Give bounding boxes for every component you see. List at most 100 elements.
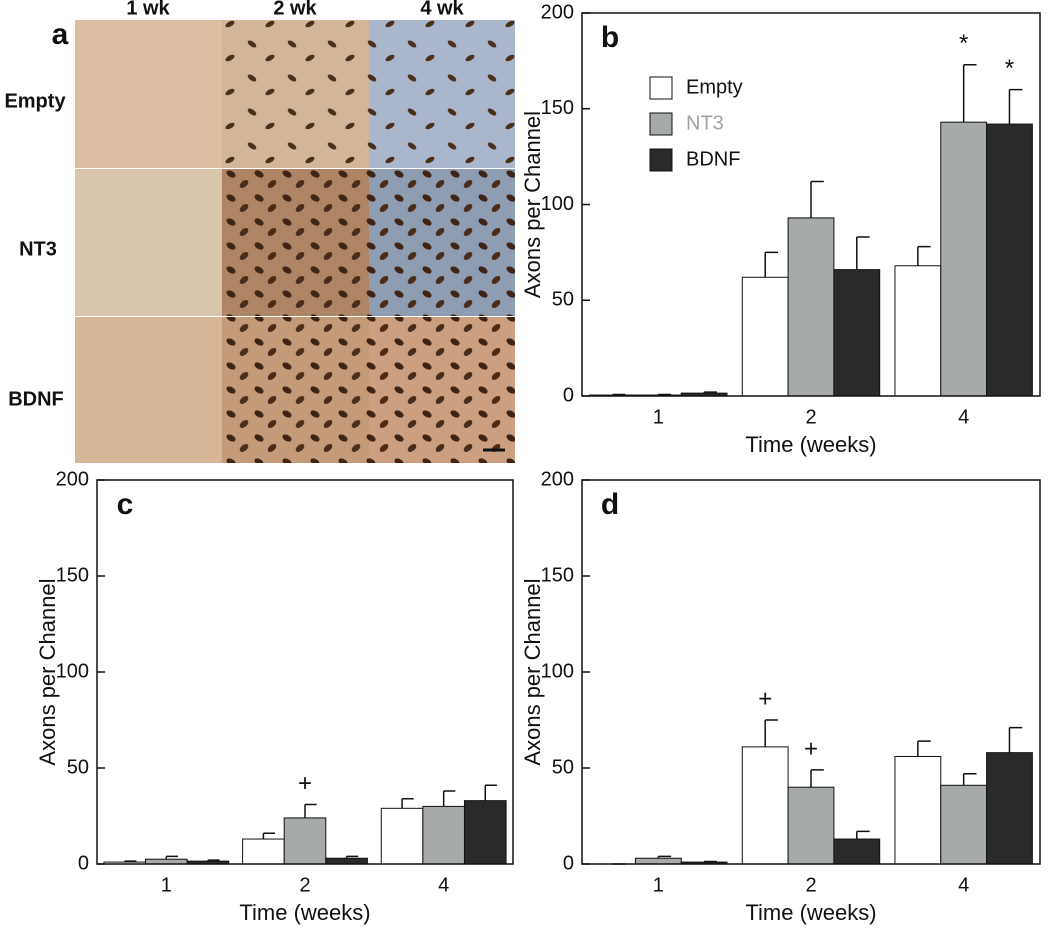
bar: [741, 746, 789, 865]
error-bar: [262, 832, 276, 840]
bar: [787, 786, 835, 865]
bar: [833, 838, 881, 865]
micrograph: [75, 317, 222, 463]
y-tick-label: 0: [563, 852, 574, 874]
row-label: NT3: [19, 238, 57, 260]
micrograph: [222, 317, 369, 463]
micrograph: [222, 169, 369, 316]
row-label: Empty: [4, 90, 66, 112]
error-bar: [207, 859, 220, 862]
error-bar: [703, 860, 717, 863]
bar: [940, 121, 988, 397]
annotation: *: [1005, 55, 1014, 82]
x-tick-label: 4: [958, 406, 969, 428]
error-bar: [1008, 88, 1023, 125]
bar: [986, 752, 1033, 865]
error-bar: [1008, 726, 1023, 753]
error-bar: [657, 393, 672, 396]
x-tick-label: 4: [958, 874, 969, 896]
error-bar: [917, 740, 931, 757]
annotation: +: [804, 735, 818, 762]
bar: [986, 123, 1033, 397]
x-axis-title: Time (weeks): [745, 432, 876, 457]
error-bar: [611, 393, 626, 396]
row-label: BDNF: [8, 388, 64, 410]
legend-label: BDNF: [686, 148, 740, 170]
annotation: *: [959, 30, 968, 57]
y-tick-label: 200: [541, 1, 574, 23]
bar: [463, 800, 507, 865]
error-bar: [810, 769, 824, 788]
y-tick-label: 50: [67, 756, 89, 778]
error-bar: [442, 790, 456, 807]
error-bar: [657, 855, 672, 859]
x-tick-label: 1: [161, 874, 172, 896]
micrograph: [369, 20, 515, 168]
bar: [325, 857, 368, 865]
micrographs: [75, 20, 515, 463]
y-tick-label: 0: [78, 852, 89, 874]
legend-swatch: [649, 112, 673, 136]
bar: [242, 838, 285, 865]
column-label: 1 wk: [126, 0, 170, 19]
x-tick-label: 1: [653, 874, 664, 896]
error-bar: [123, 860, 137, 863]
bar: [380, 807, 424, 865]
y-tick-label: 100: [56, 660, 89, 682]
y-tick-label: 150: [56, 564, 89, 586]
y-tick-label: 150: [541, 564, 574, 586]
error-bar: [484, 784, 497, 801]
bar: [741, 276, 789, 397]
y-tick-label: 200: [541, 468, 574, 490]
column-label: 2 wk: [273, 0, 317, 19]
panel-label: d: [601, 488, 619, 521]
x-tick-label: 2: [299, 874, 310, 896]
y-axis-title: Axons per Channel: [35, 578, 60, 765]
x-tick-label: 2: [805, 874, 816, 896]
panel-label: b: [601, 21, 619, 54]
y-tick-label: 100: [541, 193, 574, 215]
x-tick-label: 4: [438, 874, 449, 896]
error-bar: [304, 803, 317, 818]
bar: [894, 755, 942, 865]
panel-label: c: [117, 488, 134, 521]
y-tick-label: 150: [541, 97, 574, 119]
x-axis-title: Time (weeks): [239, 900, 370, 925]
y-tick-label: 50: [552, 289, 574, 311]
bar: [894, 265, 942, 397]
column-label: 4 wk: [420, 0, 464, 19]
y-tick-label: 100: [541, 660, 574, 682]
error-bar: [810, 180, 824, 218]
x-axis-title: Time (weeks): [745, 900, 876, 925]
annotation: +: [298, 770, 312, 797]
plot-frame: [581, 479, 1041, 865]
error-bar: [917, 245, 931, 266]
error-bar: [962, 773, 977, 786]
error-bar: [703, 391, 717, 394]
error-bar: [962, 63, 977, 123]
panel-label: a: [52, 18, 69, 51]
bar: [787, 217, 835, 397]
micrograph: [75, 20, 222, 168]
error-bar: [401, 797, 414, 809]
legend-swatch: [649, 148, 673, 172]
plot-frame: [96, 479, 514, 865]
y-tick-label: 200: [56, 468, 89, 490]
error-bar: [856, 830, 870, 840]
error-bar: [165, 855, 178, 860]
legend-label: NT3: [686, 112, 724, 134]
micrograph: [75, 169, 222, 316]
error-bar: [345, 855, 359, 859]
x-tick-label: 2: [805, 406, 816, 428]
y-axis-title: Axons per Channel: [520, 578, 545, 765]
x-tick-label: 1: [653, 406, 664, 428]
y-tick-label: 50: [552, 756, 574, 778]
legend-label: Empty: [686, 76, 743, 98]
bar: [940, 784, 988, 865]
legend-swatch: [649, 76, 673, 100]
error-bar: [856, 236, 870, 270]
y-tick-label: 0: [563, 384, 574, 406]
annotation: +: [758, 685, 772, 712]
